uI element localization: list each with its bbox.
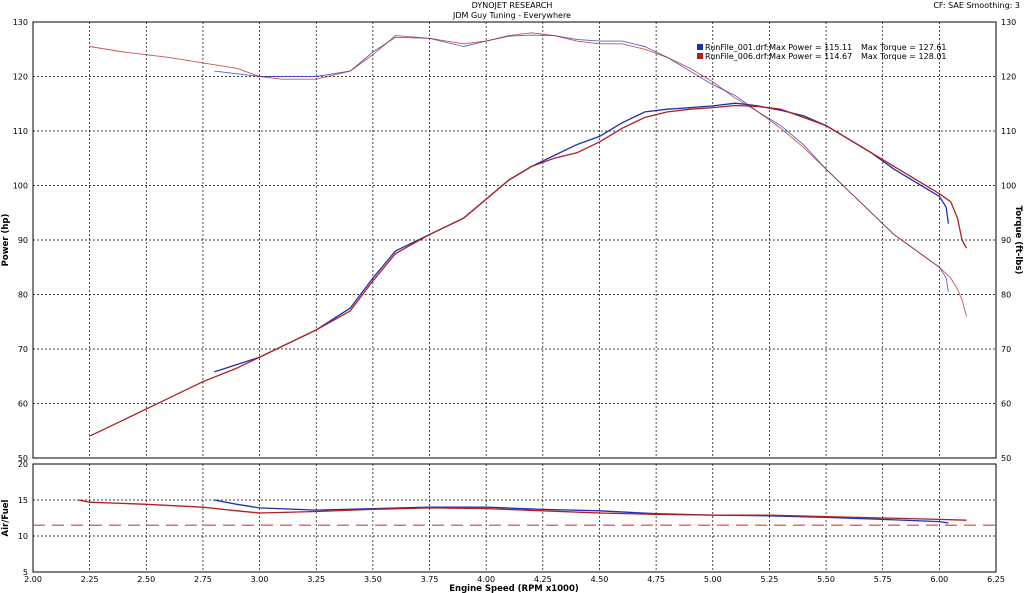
power-tick-label: 70 [18,345,28,354]
torque-tick-label: 50 [1001,454,1011,463]
power-tick-label: 130 [13,18,28,27]
torque-tick-label: 70 [1001,345,1011,354]
torque-tick-label: 130 [1001,18,1016,27]
power-tick-label: 50 [18,454,28,463]
air-fuel-axis-label: Air/Fuel [1,499,11,536]
top-series [89,32,968,437]
x-tick-label: 2.00 [24,575,42,584]
power-series-line [214,102,950,373]
x-tick-label: 6.00 [930,575,948,584]
torque-tick-label: 100 [1001,182,1016,191]
torque-tick-label: 110 [1001,127,1016,136]
torque-series-line [214,34,949,292]
x-tick-label: 6.25 [987,575,1005,584]
chart-title: DYNOJET RESEARCH [471,1,553,10]
torque-tick-label: 80 [1001,291,1011,300]
x-tick-label: 4.50 [591,575,609,584]
air-fuel-tick-label: 5 [23,568,28,577]
torque-tick-label: 120 [1001,73,1016,82]
power-axis-label: Power (hp) [1,214,11,267]
power-series-line [89,104,968,437]
x-tick-label: 4.00 [477,575,495,584]
x-tick-label: 3.75 [421,575,439,584]
legend-torque-label: Max Torque = 128.01 [861,52,947,61]
x-axis-label: Engine Speed (RPM x1000) [449,584,579,593]
legend-torque-label: Max Torque = 127.61 [861,43,947,52]
power-tick-label: 100 [13,182,28,191]
power-tick-label: 90 [18,236,28,245]
power-torque-panel: 50 60 70 80 90 100 110 120 130 50 60 70 80 90 100 110 1… [13,18,1017,463]
legend: RunFile_001.drf:Max Power = 115.11 Max To… [697,43,947,61]
power-tick-label: 80 [18,291,28,300]
x-tick-label: 4.25 [534,575,552,584]
legend-run-label: RunFile_006.drf:Max Power = 114.67 [705,52,852,61]
legend-swatch [697,44,703,50]
power-tick-label: 120 [13,73,28,82]
x-axis-ticks: 2.00 2.25 2.50 2.75 3.00 3.25 3.50 3.75 4.00 4.25… [24,575,1005,584]
torque-tick-label: 90 [1001,236,1011,245]
x-tick-label: 5.00 [704,575,722,584]
air-fuel-series-line [214,499,949,524]
air-fuel-axis-ticks: 5 10 15 20 [18,460,28,577]
bottom-grid [33,464,996,572]
torque-series-line [89,32,967,317]
torque-axis-label: Torque (ft-lbs) [1013,206,1023,275]
power-tick-label: 60 [18,400,28,409]
air-fuel-panel: 5 10 15 20 [18,460,997,577]
x-tick-label: 4.75 [647,575,665,584]
air-fuel-series-line [78,499,967,521]
x-tick-label: 2.75 [194,575,212,584]
x-tick-label: 3.50 [364,575,382,584]
x-tick-label: 2.50 [137,575,155,584]
x-tick-label: 3.00 [251,575,269,584]
power-axis-ticks: 50 60 70 80 90 100 110 120 130 [13,18,28,463]
air-fuel-tick-label: 20 [18,460,28,469]
x-tick-label: 5.75 [874,575,892,584]
x-tick-label: 5.50 [817,575,835,584]
bottom-series [78,499,967,524]
x-tick-label: 3.25 [307,575,325,584]
power-tick-label: 110 [13,127,28,136]
air-fuel-tick-label: 10 [18,532,28,541]
correction-smoothing-info: CF: SAE Smoothing: 3 [933,1,1020,10]
torque-tick-label: 60 [1001,400,1011,409]
top-grid [33,22,996,458]
air-fuel-tick-label: 15 [18,496,28,505]
chart-subtitle: JDM Guy Tuning - Everywhere [453,11,571,20]
legend-swatch [697,53,703,59]
torque-axis-ticks: 50 60 70 80 90 100 110 120 130 [1001,18,1016,463]
bottom-plot-area [32,463,997,573]
legend-run-label: RunFile_001.drf:Max Power = 115.11 [705,43,852,52]
x-tick-label: 5.25 [761,575,779,584]
x-tick-label: 2.25 [81,575,99,584]
